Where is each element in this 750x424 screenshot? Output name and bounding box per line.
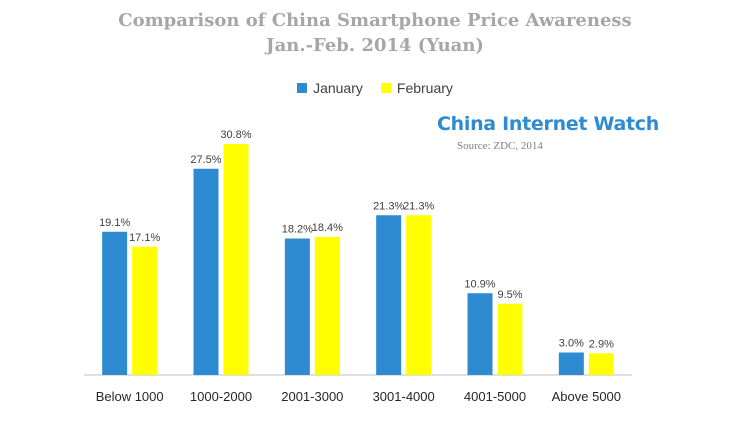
legend-label-february: February [396,80,453,96]
chart-subtitle: Jan.-Feb. 2014 (Yuan) [266,35,484,56]
legend-item-january: January [297,80,363,96]
x-tick-label-4: 4001-5000 [464,389,526,404]
chart-title: Comparison of China Smartphone Price Awa… [118,10,632,31]
bar-february-3 [406,215,432,375]
watermark-logo: China Internet Watch [437,113,659,135]
data-label-february-4: 9.5% [497,289,522,301]
bar-february-4 [497,303,523,375]
x-tick-label-0: Below 1000 [96,389,164,404]
bar-january-3 [376,215,402,375]
bar-february-1 [223,144,249,375]
data-label-february-2: 18.4% [312,222,343,234]
bar-february-0 [132,246,158,375]
legend-item-february: February [380,80,453,96]
source-note: Source: ZDC, 2014 [457,140,543,152]
legend: January February [0,80,750,96]
data-label-february-0: 17.1% [129,232,160,244]
legend-swatch-january [297,83,308,93]
bar-january-1 [193,168,219,375]
data-label-january-4: 10.9% [464,278,495,290]
data-label-january-3: 21.3% [373,200,404,212]
bar-january-5 [558,352,584,375]
bar-january-2 [284,238,310,375]
legend-label-january: January [313,80,363,96]
x-tick-label-3: 3001-4000 [373,389,435,404]
bar-february-2 [314,237,340,375]
data-label-january-2: 18.2% [282,224,313,236]
bar-february-5 [588,353,614,375]
x-tick-label-5: Above 5000 [552,389,621,404]
data-label-january-1: 27.5% [190,154,221,166]
bar-january-0 [102,231,128,375]
data-label-january-0: 19.1% [99,217,130,229]
data-label-february-3: 21.3% [403,200,434,212]
legend-swatch-february [380,83,391,93]
x-tick-label-2: 2001-3000 [281,389,343,404]
data-label-february-1: 30.8% [220,129,251,141]
data-label-january-5: 3.0% [559,338,584,350]
x-tick-label-1: 1000-2000 [190,389,252,404]
data-label-february-5: 2.9% [589,338,614,350]
bar-january-4 [467,293,493,375]
